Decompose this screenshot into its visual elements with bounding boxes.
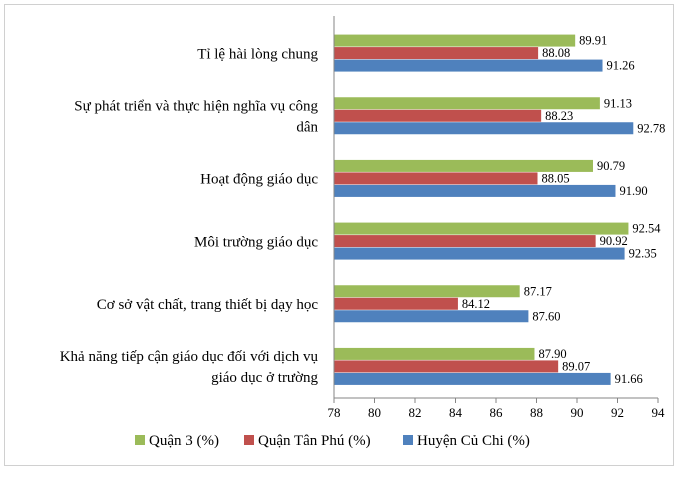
data-label: 89.07 (562, 359, 590, 373)
bar (334, 372, 611, 385)
category-label: Môi trường giáo dục (194, 234, 318, 250)
legend-swatch (403, 435, 413, 445)
bar (334, 47, 539, 60)
data-label: 87.90 (538, 347, 566, 361)
data-label: 84.12 (462, 297, 490, 311)
bars: 89.91 88.08 91.26 91.13 88.23 92.78 90.79 88.05… (334, 34, 665, 386)
x-tick-label: 94 (652, 405, 666, 420)
x-tick-label: 78 (328, 405, 341, 420)
data-label: 88.05 (542, 171, 570, 185)
data-label: 91.13 (604, 96, 632, 110)
bar (334, 97, 600, 110)
bar (334, 159, 593, 172)
legend-label: Huyện Củ Chi (%) (417, 433, 530, 449)
bar (334, 184, 616, 197)
x-tick-label: 82 (409, 405, 422, 420)
data-label: 87.60 (532, 309, 560, 323)
legend: Quận 3 (%) Quận Tân Phú (%) Huyện Củ Chi (… (135, 433, 530, 449)
x-tick-label: 90 (571, 405, 584, 420)
bar (334, 347, 535, 360)
bar (334, 297, 458, 310)
data-label: 90.79 (597, 159, 625, 173)
data-label: 91.26 (607, 59, 635, 73)
data-label: 91.66 (615, 372, 643, 386)
data-label: 92.78 (637, 121, 665, 135)
data-label: 92.35 (629, 247, 657, 261)
x-tick-label: 84 (449, 405, 463, 420)
bar (334, 285, 520, 298)
bar (334, 59, 603, 72)
bar (334, 235, 596, 248)
category-labels: Tỉ lệ hài lòng chung Sự phát triển và thự… (60, 46, 319, 386)
category-label: Tỉ lệ hài lòng chung (197, 46, 318, 62)
category-label: dân (296, 120, 318, 136)
category-label: Cơ sở vật chất, trang thiết bị dạy học (97, 297, 319, 313)
bar (334, 310, 529, 323)
x-tick-label: 88 (530, 405, 543, 420)
x-tick-label: 92 (611, 405, 624, 420)
legend-label: Quận Tân Phú (%) (258, 433, 371, 449)
data-label: 92.54 (632, 222, 661, 236)
data-label: 88.08 (542, 46, 570, 60)
category-label: Sự phát triển và thực hiện nghĩa vụ công (74, 99, 318, 115)
legend-swatch (244, 435, 254, 445)
category-label: giáo dục ở trường (211, 370, 318, 386)
data-label: 89.91 (579, 34, 607, 48)
x-tick-label: 86 (490, 405, 504, 420)
category-label: Hoạt động giáo dục (200, 172, 318, 188)
bar (334, 172, 538, 185)
x-tick-label: 80 (368, 405, 381, 420)
bar (334, 109, 542, 122)
bar (334, 360, 559, 373)
bar (334, 34, 576, 47)
legend-label: Quận 3 (%) (149, 433, 219, 449)
legend-swatch (135, 435, 145, 445)
bar (334, 247, 625, 260)
data-label: 88.23 (545, 109, 573, 123)
data-label: 91.90 (619, 184, 647, 198)
category-label: Khả năng tiếp cận giáo dục đối với dịch … (60, 349, 319, 365)
data-label: 87.17 (524, 284, 552, 298)
bar (334, 122, 634, 135)
data-label: 90.92 (600, 234, 628, 248)
bar (334, 222, 629, 235)
x-axis: 78 80 82 84 86 88 90 92 94 (328, 16, 666, 420)
